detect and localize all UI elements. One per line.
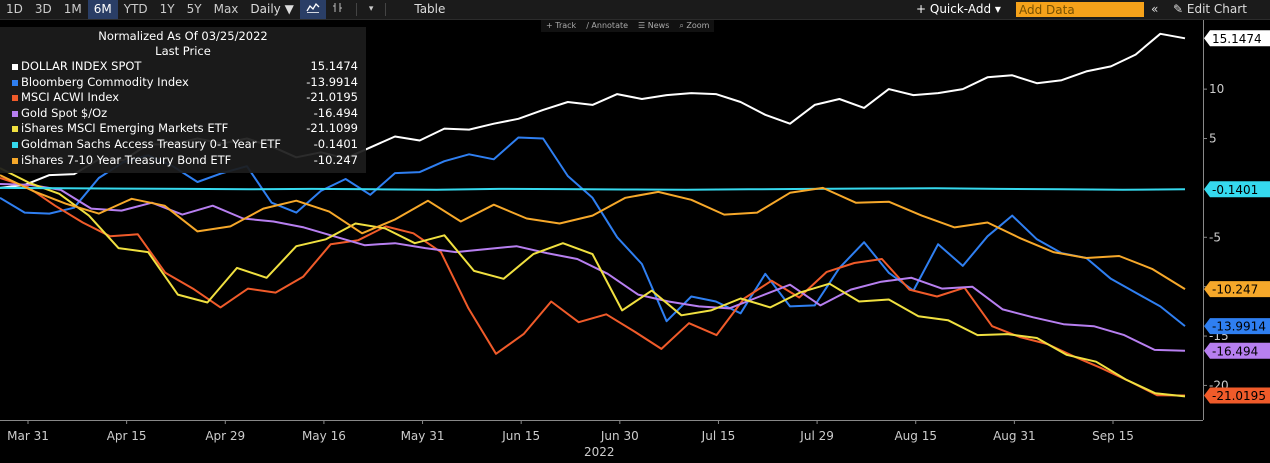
legend-swatch	[12, 64, 18, 70]
series-line-6	[0, 174, 1186, 290]
legend-item[interactable]: MSCI ACWI Index -21.0195	[0, 90, 366, 106]
legend-series-name: Gold Spot $/Oz	[21, 105, 108, 120]
last-value-label: -0.1401	[1204, 181, 1270, 198]
legend-series-name: Bloomberg Commodity Index	[21, 74, 189, 89]
legend-swatch	[12, 79, 18, 86]
bar-style-icon[interactable]	[326, 0, 350, 19]
chevron-down-icon[interactable]: ▾	[368, 4, 374, 14]
edit-chart-button[interactable]: ✎ Edit Chart	[1173, 2, 1247, 16]
legend-swatch	[12, 126, 18, 133]
last-value-text: -13.9914	[1212, 320, 1266, 334]
x-tick-label: Apr 29	[205, 429, 245, 443]
series-lines	[0, 32, 1186, 398]
last-value-tag	[1204, 387, 1270, 404]
last-value-label: 15.1474	[1204, 30, 1270, 47]
range-3d-button[interactable]: 3D	[34, 2, 52, 16]
legend-item[interactable]: Gold Spot $/Oz -16.494	[0, 106, 366, 122]
range-1m-button[interactable]: 1M	[63, 2, 82, 16]
legend-swatch	[12, 141, 18, 148]
last-value-text: -16.494	[1212, 344, 1258, 358]
chart-plot-area[interactable]: Mar 31 Apr 15 Apr 29 May 16 May 31 Jun 15 Jun …	[0, 20, 1270, 463]
legend-series-value: -21.1099	[306, 121, 358, 136]
last-value-label: -16.494	[1204, 342, 1270, 359]
last-value-tag	[1204, 318, 1270, 335]
chart-legend: Normalized As Of 03/25/2022 Last Price D…	[0, 27, 366, 173]
news-button[interactable]: ☰ News	[638, 21, 670, 30]
last-value-label: -13.9914	[1204, 318, 1270, 335]
x-tick-label: May 16	[302, 429, 346, 443]
range-ytd-button[interactable]: YTD	[123, 2, 148, 16]
x-axis-year-label: 2022	[584, 445, 615, 459]
toolbar-divider	[385, 3, 387, 16]
range-1d-button[interactable]: 1D	[6, 2, 23, 16]
x-tick-label: Apr 15	[107, 429, 147, 443]
last-value-tag	[1204, 30, 1270, 47]
annotate-button[interactable]: ∕ Annotate	[586, 21, 629, 30]
legend-series-name: DOLLAR INDEX SPOT	[21, 59, 142, 73]
legend-swatch	[12, 110, 18, 117]
series-line-4	[0, 167, 1186, 398]
legend-item[interactable]: Goldman Sachs Access Treasury 0-1 Year E…	[0, 137, 366, 153]
legend-series-value: -13.9914	[306, 74, 358, 89]
series-line-2	[0, 177, 1186, 397]
legend-series-value: -10.247	[313, 152, 358, 167]
legend-item[interactable]: iShares MSCI Emerging Markets ETF -21.109…	[0, 121, 366, 137]
last-value-text: -10.247	[1212, 283, 1258, 297]
legend-swatch	[12, 157, 18, 164]
x-tick-label: Aug 15	[894, 429, 937, 443]
legend-series-value: -16.494	[313, 105, 358, 120]
chart-toolbar: 1D 3D 1M 6M YTD 1Y 5Y Max Daily ▼ ▾ Tabl…	[0, 0, 1270, 20]
frequency-select[interactable]: Daily ▼	[250, 2, 294, 16]
line-chart-icon[interactable]	[299, 0, 326, 19]
range-6m-button[interactable]: 6M	[87, 0, 118, 19]
collapse-panel-button[interactable]: «	[1151, 2, 1159, 16]
legend-series-name: Goldman Sachs Access Treasury 0-1 Year E…	[21, 136, 282, 151]
range-max-button[interactable]: Max	[213, 2, 239, 16]
x-tick-label: Jul 29	[799, 429, 834, 443]
legend-item[interactable]: iShares 7-10 Year Treasury Bond ETF -10.2…	[0, 153, 366, 169]
legend-subtitle: Last Price	[155, 44, 211, 58]
table-button[interactable]: Table	[414, 2, 446, 16]
last-value-tag	[1204, 281, 1270, 298]
last-value-text: -21.0195	[1212, 389, 1266, 403]
legend-series-value: -0.1401	[313, 136, 358, 151]
range-5y-button[interactable]: 5Y	[186, 2, 202, 16]
y-tick-label: 5	[1209, 132, 1217, 146]
legend-title: Normalized As Of 03/25/2022	[98, 29, 268, 43]
last-value-text: -0.1401	[1212, 183, 1258, 197]
y-tick-label: 10	[1209, 82, 1224, 96]
range-1y-button[interactable]: 1Y	[159, 2, 175, 16]
x-tick-label: Jun 30	[600, 429, 639, 443]
chart-mini-toolbar: + Track ∕ Annotate ☰ News ⌕ Zoom	[541, 20, 715, 32]
legend-series-name: MSCI ACWI Index	[21, 90, 120, 105]
x-tick-label: Sep 15	[1092, 429, 1134, 443]
zoom-button[interactable]: ⌕ Zoom	[679, 21, 710, 30]
track-button[interactable]: + Track	[546, 21, 577, 30]
y-tick-label: -5	[1209, 230, 1221, 244]
legend-item[interactable]: DOLLAR INDEX SPOT 15.1474	[0, 59, 366, 75]
last-value-tag	[1204, 181, 1270, 198]
series-line-1	[0, 136, 1186, 327]
legend-series-name: iShares MSCI Emerging Markets ETF	[21, 121, 229, 136]
x-tick-label: Aug 31	[993, 429, 1036, 443]
series-line-3	[0, 183, 1186, 352]
add-data-input[interactable]	[1016, 2, 1144, 17]
x-tick-label: May 31	[401, 429, 445, 443]
last-value-label: -21.0195	[1204, 387, 1270, 404]
last-value-text: 15.1474	[1212, 32, 1262, 46]
x-tick-label: Mar 31	[7, 429, 49, 443]
x-tick-label: Jun 15	[501, 429, 540, 443]
x-tick-label: Jul 15	[701, 429, 736, 443]
legend-series-value: -21.0195	[306, 90, 358, 105]
legend-item[interactable]: Bloomberg Commodity Index -13.9914	[0, 75, 366, 91]
legend-series-name: iShares 7-10 Year Treasury Bond ETF	[21, 152, 232, 167]
last-value-label: -10.247	[1204, 281, 1270, 298]
last-value-tag	[1204, 342, 1270, 359]
quick-add-button[interactable]: + Quick-Add ▾	[916, 2, 1001, 16]
toolbar-divider	[355, 3, 357, 16]
series-line-5	[0, 186, 1186, 191]
legend-series-value: 15.1474	[310, 59, 358, 73]
legend-swatch	[12, 95, 18, 102]
